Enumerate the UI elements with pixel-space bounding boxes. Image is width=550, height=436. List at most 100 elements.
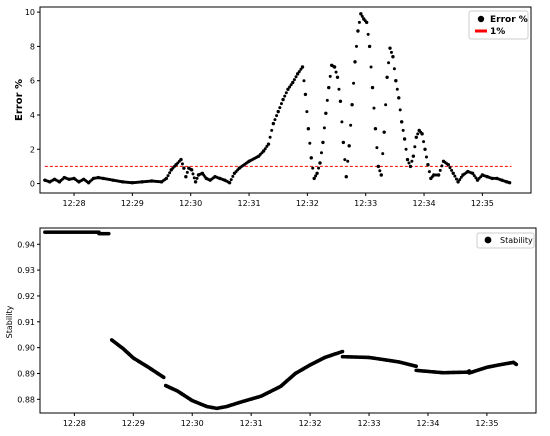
error-point [335,75,340,79]
error-point [261,149,266,153]
error-point [350,103,354,107]
stability-point [414,364,418,369]
error-x-tick-label: 12:35 [471,199,494,208]
error-point [311,166,315,170]
error-point [263,147,267,151]
error-x-tick-label: 12:31 [238,199,261,208]
error-point [168,171,172,175]
error-point [387,61,391,65]
error-point [266,142,271,146]
error-legend-label-threshold: 1% [490,27,505,37]
error-y-tick-label: 2 [30,145,35,154]
error-point [164,176,169,181]
error-point [322,126,326,130]
error-point [416,132,420,136]
error-point [340,120,344,124]
error-point [360,14,364,18]
error-point [378,169,382,173]
stability-x-tick-label: 12:28 [63,419,86,428]
error-x-tick-label: 12:30 [179,199,202,208]
error-point [394,79,398,83]
error-point [408,164,413,169]
error-point [388,46,392,50]
stability-x-ticks: 12:28 12:29 12:30 12:31 12:32 12:33 12:34 12:35 [63,413,498,428]
error-point [424,155,428,159]
error-point [420,132,424,136]
error-point [367,44,372,49]
error-y-tick-label: 8 [30,42,35,51]
error-point [303,92,308,97]
stability-point [161,375,166,380]
error-point [179,157,183,162]
error-point [302,79,306,83]
stability-x-tick-label: 12:30 [181,419,204,428]
error-point [286,87,290,91]
stability-x-tick-label: 12:35 [475,419,498,428]
error-point [391,55,395,59]
error-point [180,162,184,166]
error-point [308,141,312,145]
error-point [195,176,199,180]
error-point [375,146,379,150]
error-point [325,98,329,102]
error-point [334,70,338,74]
stability-x-tick-label: 12:31 [240,419,263,428]
error-point [268,135,272,139]
error-point [192,176,196,180]
error-point [306,127,311,131]
error-point [423,147,427,151]
error-point [305,110,309,114]
error-point [359,12,363,16]
stability-y-tick-label: 0.91 [17,318,35,327]
error-point [279,102,283,106]
error-point [343,158,347,162]
error-point [366,32,370,36]
error-point [370,85,375,90]
error-point [278,106,282,110]
error-ylabel: Error % [14,79,25,121]
error-x-ticks: 12:28 12:29 12:30 12:31 12:32 12:33 12:34 12:35 [62,193,494,208]
stability-point [340,349,345,354]
error-point [381,152,385,156]
error-point [379,173,383,177]
error-point [427,170,431,174]
error-point [189,168,194,172]
error-point [327,85,331,90]
error-point [398,108,402,112]
stability-plot-frame [39,227,537,414]
error-point [373,127,378,131]
error-point [289,83,293,87]
error-point [182,166,186,170]
stability-ylabel: Stability [5,305,14,338]
error-plot-frame [39,6,532,194]
error-point [317,166,321,170]
error-point [284,91,288,95]
error-point [315,171,319,175]
error-y-tick-label: 0 [30,180,35,189]
error-point [382,130,386,134]
error-point [458,178,462,182]
stability-legend-box [476,232,535,249]
error-point [470,171,475,175]
error-point [281,97,285,102]
error-point [191,172,195,176]
stability-legend-marker [484,236,492,244]
error-y-tick-label: 10 [25,8,35,17]
error-point [229,178,233,182]
error-point [399,120,404,124]
error-point [357,20,361,24]
error-point [275,114,279,118]
stability-y-ticks: 0.88 0.89 0.90 0.91 0.92 0.93 0.94 [17,240,40,404]
error-point [389,50,393,54]
error-point [270,128,274,132]
error-point [411,154,416,158]
error-point [276,109,280,114]
error-legend-label-error: Error % [490,15,528,25]
error-point [385,75,389,79]
error-point [328,74,332,78]
error-point [314,174,318,178]
error-point [294,75,298,79]
stability-y-tick-label: 0.94 [17,240,35,249]
error-x-tick-label: 12:34 [413,199,436,208]
